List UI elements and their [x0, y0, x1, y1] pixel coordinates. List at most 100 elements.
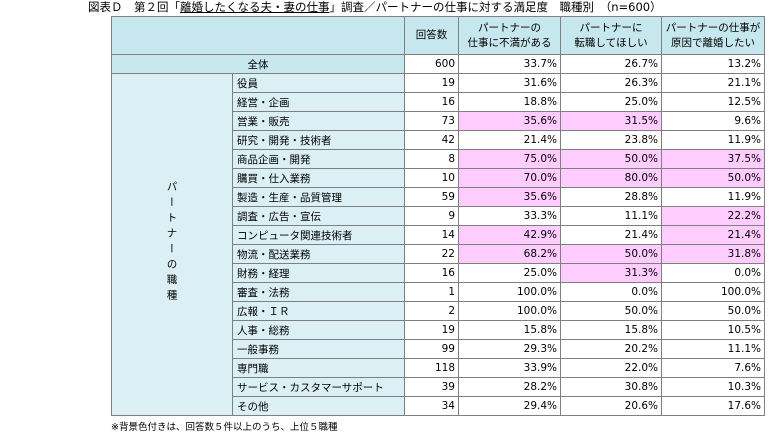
- dissatisfied-cell: 42.9%: [458, 225, 561, 245]
- occupation-label: 審査・法務: [232, 282, 405, 302]
- count-cell: 8: [404, 149, 459, 169]
- dissatisfied-cell: 29.3%: [458, 339, 561, 359]
- header-want-change: パートナーに 転職してほしい: [560, 16, 662, 55]
- want-change-cell: 0.0%: [560, 282, 662, 302]
- want-change-cell: 30.8%: [560, 377, 662, 397]
- count-cell: 19: [404, 320, 459, 340]
- occupation-label: その他: [232, 396, 405, 416]
- occupation-label: 一般事務: [232, 339, 405, 359]
- want-change-cell: 20.6%: [560, 396, 662, 416]
- divorce-cell: 21.1%: [661, 73, 765, 93]
- want-change-cell: 50.0%: [560, 149, 662, 169]
- header-blank: [111, 16, 405, 55]
- count-cell: 14: [404, 225, 459, 245]
- occupation-label: 経営・企画: [232, 92, 405, 112]
- count-cell: 2: [404, 301, 459, 321]
- divorce-cell: 12.5%: [661, 92, 765, 112]
- want-change-cell: 22.0%: [560, 358, 662, 378]
- total-divorce: 13.2%: [661, 54, 765, 74]
- want-change-cell: 20.2%: [560, 339, 662, 359]
- count-cell: 34: [404, 396, 459, 416]
- occupation-label: 商品企画・開発: [232, 149, 405, 169]
- dissatisfied-cell: 75.0%: [458, 149, 561, 169]
- divorce-cell: 11.9%: [661, 130, 765, 150]
- occupation-label: 研究・開発・技術者: [232, 130, 405, 150]
- count-cell: 1: [404, 282, 459, 302]
- count-cell: 39: [404, 377, 459, 397]
- header-dissatisfied: パートナーの 仕事に不満がある: [458, 16, 561, 55]
- title-survey-name: 離婚したくなる夫・妻の仕事: [180, 0, 330, 14]
- total-want-change: 26.7%: [560, 54, 662, 74]
- count-cell: 16: [404, 263, 459, 283]
- header-divorce: パートナーの仕事が 原因で離婚したい: [661, 16, 765, 55]
- dissatisfied-cell: 35.6%: [458, 111, 561, 131]
- divorce-cell: 100.0%: [661, 282, 765, 302]
- dissatisfied-cell: 18.8%: [458, 92, 561, 112]
- dissatisfied-cell: 33.3%: [458, 206, 561, 226]
- count-cell: 16: [404, 92, 459, 112]
- table-row: 専門職 118 33.9% 22.0% 7.6%: [112, 358, 765, 378]
- table-row: 審査・法務 1 100.0% 0.0% 100.0%: [112, 282, 765, 302]
- header-row: 回答数 パートナーの 仕事に不満がある パートナーに 転職してほしい パートナーの仕…: [111, 16, 765, 55]
- table-row: 調査・広告・宣伝 9 33.3% 11.1% 22.2%: [112, 206, 765, 226]
- group-label: パートナーの職種: [111, 73, 233, 416]
- divorce-cell: 17.6%: [661, 396, 765, 416]
- count-cell: 73: [404, 111, 459, 131]
- divorce-cell: 10.5%: [661, 320, 765, 340]
- occupation-label: 財務・経理: [232, 263, 405, 283]
- group-label-text: パートナーの職種: [165, 181, 178, 305]
- divorce-cell: 9.6%: [661, 111, 765, 131]
- occupation-label: 専門職: [232, 358, 405, 378]
- want-change-cell: 31.3%: [560, 263, 662, 283]
- dissatisfied-cell: 100.0%: [458, 282, 561, 302]
- dissatisfied-cell: 70.0%: [458, 168, 561, 188]
- occupation-rows: パートナーの職種 役員 19 31.6% 26.3% 21.1% 経営・企画 16 18.8% 2…: [111, 73, 765, 416]
- header-count: 回答数: [404, 16, 459, 55]
- dissatisfied-cell: 25.0%: [458, 263, 561, 283]
- occupation-label: 役員: [232, 73, 405, 93]
- divorce-cell: 37.5%: [661, 149, 765, 169]
- dissatisfied-cell: 15.8%: [458, 320, 561, 340]
- count-cell: 10: [404, 168, 459, 188]
- occupation-label: 営業・販売: [232, 111, 405, 131]
- total-row: 全体 600 33.7% 26.7% 13.2%: [111, 54, 765, 74]
- divorce-cell: 21.4%: [661, 225, 765, 245]
- want-change-cell: 25.0%: [560, 92, 662, 112]
- table-row: パートナーの職種 役員 19 31.6% 26.3% 21.1%: [111, 73, 765, 416]
- count-cell: 22: [404, 244, 459, 264]
- want-change-cell: 50.0%: [560, 301, 662, 321]
- occupation-label: 調査・広告・宣伝: [232, 206, 405, 226]
- occupation-label: コンピュータ関連技術者: [232, 225, 405, 245]
- dissatisfied-cell: 28.2%: [458, 377, 561, 397]
- want-change-cell: 50.0%: [560, 244, 662, 264]
- want-change-cell: 21.4%: [560, 225, 662, 245]
- table-row: 一般事務 99 29.3% 20.2% 11.1%: [112, 339, 765, 359]
- want-change-cell: 23.8%: [560, 130, 662, 150]
- want-change-cell: 11.1%: [560, 206, 662, 226]
- table-row: その他 34 29.4% 20.6% 17.6%: [112, 396, 765, 416]
- table-row: 人事・総務 19 15.8% 15.8% 10.5%: [112, 320, 765, 340]
- dissatisfied-cell: 33.9%: [458, 358, 561, 378]
- dissatisfied-cell: 100.0%: [458, 301, 561, 321]
- count-cell: 99: [404, 339, 459, 359]
- want-change-cell: 31.5%: [560, 111, 662, 131]
- dissatisfied-cell: 21.4%: [458, 130, 561, 150]
- table-row: 財務・経理 16 25.0% 31.3% 0.0%: [112, 263, 765, 283]
- occupation-label: 購買・仕入業務: [232, 168, 405, 188]
- divorce-cell: 11.9%: [661, 187, 765, 207]
- total-count: 600: [404, 54, 459, 74]
- table-title: 図表Ｄ 第２回「離婚したくなる夫・妻の仕事」調査／パートナーの仕事に対する満足度…: [88, 0, 662, 14]
- title-suffix: 」調査／パートナーの仕事に対する満足度 職種別 （n=600）: [329, 0, 662, 14]
- want-change-cell: 28.8%: [560, 187, 662, 207]
- occupation-label: 物流・配送業務: [232, 244, 405, 264]
- count-cell: 59: [404, 187, 459, 207]
- dissatisfied-cell: 31.6%: [458, 73, 561, 93]
- divorce-cell: 50.0%: [661, 168, 765, 188]
- satisfaction-table: 回答数 パートナーの 仕事に不満がある パートナーに 転職してほしい パートナーの仕…: [111, 16, 765, 416]
- count-cell: 19: [404, 73, 459, 93]
- dissatisfied-cell: 35.6%: [458, 187, 561, 207]
- footnote: ※背景色付きは、回答数５件以上のうち、上位５職種: [111, 422, 338, 433]
- want-change-cell: 15.8%: [560, 320, 662, 340]
- count-cell: 118: [404, 358, 459, 378]
- divorce-cell: 11.1%: [661, 339, 765, 359]
